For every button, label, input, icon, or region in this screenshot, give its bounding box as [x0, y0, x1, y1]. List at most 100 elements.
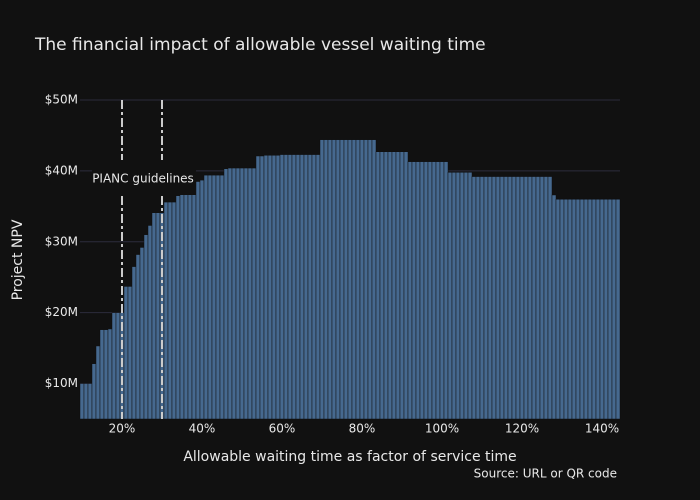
bar: [279, 154, 285, 420]
bar: [471, 176, 477, 420]
bar: [415, 161, 421, 420]
x-tick-label: 80%: [349, 422, 376, 436]
y-tick-label: $40M: [45, 163, 78, 177]
bar: [467, 172, 473, 420]
bar: [483, 176, 489, 420]
bar: [595, 198, 601, 420]
bar: [347, 139, 353, 420]
bar: [507, 176, 513, 420]
bar: [255, 155, 261, 420]
bar: [551, 194, 557, 420]
annotation-bg: [92, 163, 196, 195]
bar: [183, 190, 189, 420]
bar: [443, 161, 449, 420]
bar: [151, 212, 157, 420]
bar: [215, 174, 221, 420]
bar: [451, 172, 457, 420]
chart-title: The financial impact of allowable vessel…: [34, 35, 486, 55]
bar: [95, 345, 101, 420]
bar: [543, 176, 549, 420]
bar: [547, 176, 553, 420]
bar: [319, 139, 325, 420]
bar: [419, 161, 425, 420]
bar: [79, 383, 85, 420]
bar: [515, 176, 521, 420]
bar: [211, 174, 217, 420]
bar: [287, 154, 293, 420]
bar: [567, 198, 573, 420]
bar: [339, 139, 345, 420]
bar: [579, 198, 585, 420]
bar: [247, 167, 253, 420]
bar: [223, 168, 229, 420]
bar: [327, 139, 333, 420]
bar: [107, 328, 113, 420]
bar: [295, 154, 301, 420]
bar: [163, 201, 169, 420]
bar: [511, 176, 517, 420]
bar: [123, 286, 129, 420]
bar: [367, 139, 373, 420]
bar: [499, 176, 505, 420]
bar: [399, 151, 405, 420]
bar: [359, 139, 365, 420]
bar: [439, 161, 445, 420]
annotation: PIANC guidelines: [92, 172, 194, 186]
bar: [203, 174, 209, 420]
bar: [503, 176, 509, 420]
bar: [127, 286, 133, 420]
bar: [251, 167, 257, 420]
bar: [607, 198, 613, 420]
bar: [187, 190, 193, 420]
bar: [403, 151, 409, 420]
bar: [603, 198, 609, 420]
y-tick-label: $20M: [45, 305, 78, 319]
y-tick-label: $30M: [45, 234, 78, 248]
bar: [427, 161, 433, 420]
bar: [379, 151, 385, 420]
bar: [539, 176, 545, 420]
bar: [535, 176, 541, 420]
bar: [191, 182, 197, 420]
bar: [311, 154, 317, 420]
x-tick-label: 60%: [269, 422, 296, 436]
bar: [599, 198, 605, 420]
bar: [263, 155, 269, 420]
bar: [479, 176, 485, 420]
bar: [583, 198, 589, 420]
bar: [495, 176, 501, 420]
bar: [559, 198, 565, 420]
x-tick-label: 100%: [425, 422, 459, 436]
bar: [343, 139, 349, 420]
bar: [527, 176, 533, 420]
bar: [487, 176, 493, 420]
bar: [303, 154, 309, 420]
bar: [387, 151, 393, 420]
bar: [395, 151, 401, 420]
bar: [267, 155, 273, 420]
x-tick-label: 40%: [189, 422, 216, 436]
bar: [139, 247, 145, 420]
bar: [435, 161, 441, 420]
bar: [411, 161, 417, 420]
bar: [335, 139, 341, 420]
bar: [531, 176, 537, 420]
bar: [375, 151, 381, 420]
y-axis-title: Project NPV: [10, 219, 26, 300]
bar: [383, 151, 389, 420]
bar: [195, 181, 201, 420]
bar: [455, 172, 461, 420]
bar: [331, 139, 337, 420]
bar: [519, 176, 525, 420]
bar: [227, 167, 233, 420]
bar: [351, 139, 357, 420]
bar: [591, 198, 597, 420]
bar: [199, 179, 205, 420]
bar: [231, 167, 237, 420]
bar: [423, 161, 429, 420]
x-tick-label: 120%: [505, 422, 539, 436]
bar: [315, 154, 321, 420]
bar: [431, 161, 437, 420]
bar: [355, 139, 361, 420]
